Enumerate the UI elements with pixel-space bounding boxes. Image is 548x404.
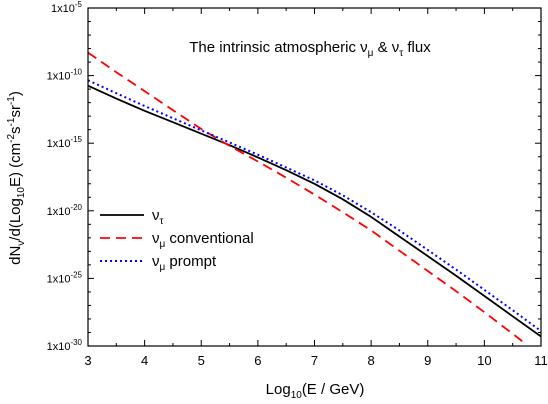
x-tick-label: 5 (198, 353, 205, 368)
y-tick-label: 1x10-10 (47, 68, 83, 83)
series-layer (87, 51, 542, 344)
y-tick-label: 1x10-20 (47, 203, 83, 218)
legend-label-1: ντ (152, 207, 164, 227)
legend-label-2: νμ conventional (152, 230, 254, 250)
legend-label-3: νμ prompt (152, 253, 217, 273)
y-tick-label: 1x10-25 (47, 270, 83, 285)
series-line-3 (87, 79, 542, 332)
x-tick-label: 10 (477, 353, 491, 368)
y-tick-label: 1x10-5 (51, 0, 83, 15)
series-line-1 (87, 84, 542, 338)
legend: ντ νμ conventional νμ prompt (100, 207, 254, 273)
x-tick-label: 9 (424, 353, 431, 368)
x-axis-label: Log10(E / GeV) (266, 381, 365, 401)
y-axis-label: dNν/d(Log10E) (cm-2s-1sr-1) (6, 91, 27, 265)
tick-marks (87, 7, 542, 347)
x-tick-label: 3 (84, 353, 91, 368)
x-tick-label: 6 (254, 353, 261, 368)
x-tick-label: 8 (368, 353, 375, 368)
x-tick-label: 4 (141, 353, 148, 368)
y-tick-label: 1x10-30 (47, 338, 83, 353)
plot-frame (87, 7, 542, 347)
y-tick-label: 1x10-15 (47, 135, 83, 150)
x-tick-label: 7 (311, 353, 318, 368)
x-tick-labels: 3 4 5 6 7 8 9 10 11 (84, 353, 547, 368)
x-tick-label: 11 (534, 353, 548, 368)
series-line-2 (87, 51, 525, 344)
chart-title: The intrinsic atmospheric νμ & ντ flux (189, 39, 431, 59)
y-tick-labels: 1x10-5 1x10-10 1x10-15 1x10-20 1x10-25 1x10-3… (47, 0, 83, 353)
